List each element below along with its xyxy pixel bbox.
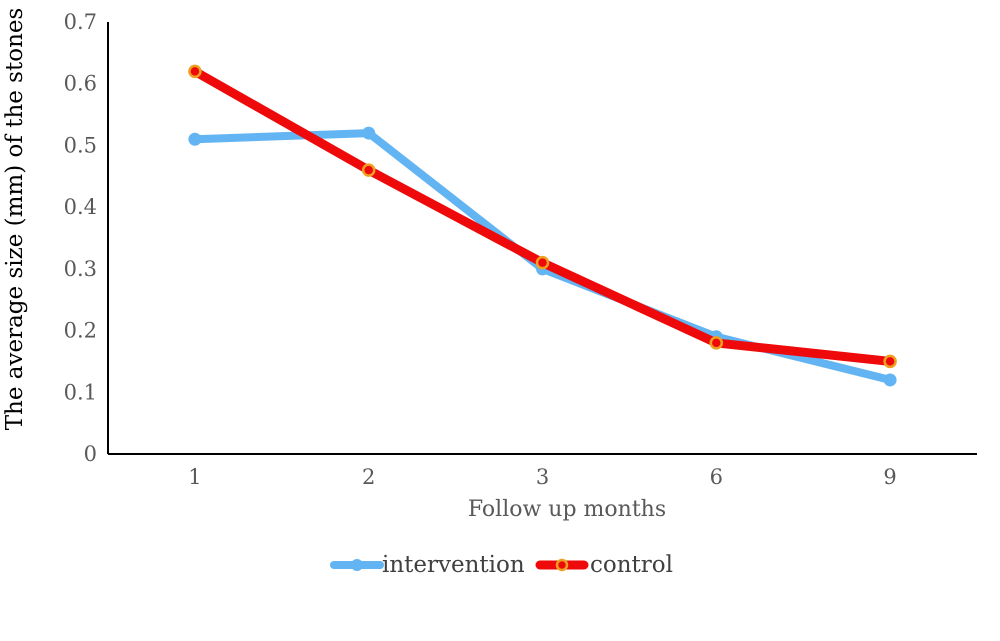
data-point-intervention bbox=[362, 126, 376, 140]
x-tick-label: 3 bbox=[536, 465, 549, 489]
legend-label-control: control bbox=[590, 552, 673, 578]
y-tick-label: 0.1 bbox=[64, 380, 97, 404]
data-point-control bbox=[883, 354, 897, 369]
series-layer bbox=[188, 64, 897, 387]
y-axis-title: The average size (mm) of the stones bbox=[2, 8, 28, 431]
x-axis-title: Follow up months bbox=[468, 497, 666, 522]
x-tick-label: 2 bbox=[362, 465, 375, 489]
y-tick-label: 0.2 bbox=[64, 319, 97, 343]
legend-marker-control bbox=[555, 558, 569, 572]
data-point-control bbox=[709, 336, 724, 350]
x-tick-label: 9 bbox=[883, 465, 896, 489]
data-point-intervention bbox=[188, 132, 202, 146]
series-line-control bbox=[190, 66, 895, 366]
y-tick-label: 0.4 bbox=[64, 195, 97, 219]
legend-label-intervention: intervention bbox=[382, 552, 525, 578]
y-tick-label: 0.5 bbox=[64, 133, 97, 157]
y-tick-label: 0.7 bbox=[64, 10, 97, 34]
data-point-intervention bbox=[883, 373, 897, 387]
x-tick-labels: 1 2 3 6 9 bbox=[188, 465, 897, 489]
legend: intervention control bbox=[330, 552, 673, 578]
data-point-control bbox=[188, 64, 202, 79]
legend-marker-intervention bbox=[351, 559, 363, 571]
y-tick-labels: 0 0.1 0.2 0.3 0.4 0.5 0.6 0.7 bbox=[64, 10, 97, 466]
data-point-control bbox=[535, 255, 550, 270]
data-point-control bbox=[361, 163, 376, 177]
y-tick-label: 0.6 bbox=[64, 72, 97, 96]
y-tick-label: 0 bbox=[84, 442, 97, 466]
y-tick-label: 0.3 bbox=[64, 257, 97, 281]
x-tick-label: 6 bbox=[710, 465, 723, 489]
x-tick-label: 1 bbox=[188, 465, 201, 489]
